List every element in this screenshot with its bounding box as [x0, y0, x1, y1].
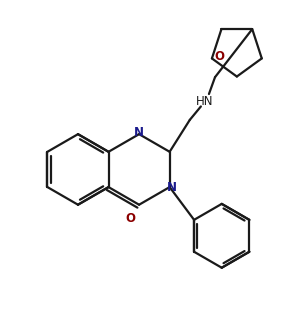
Text: O: O [126, 212, 136, 225]
Text: HN: HN [196, 95, 214, 108]
Text: N: N [134, 126, 144, 139]
Text: O: O [214, 50, 224, 63]
Text: N: N [167, 181, 177, 193]
